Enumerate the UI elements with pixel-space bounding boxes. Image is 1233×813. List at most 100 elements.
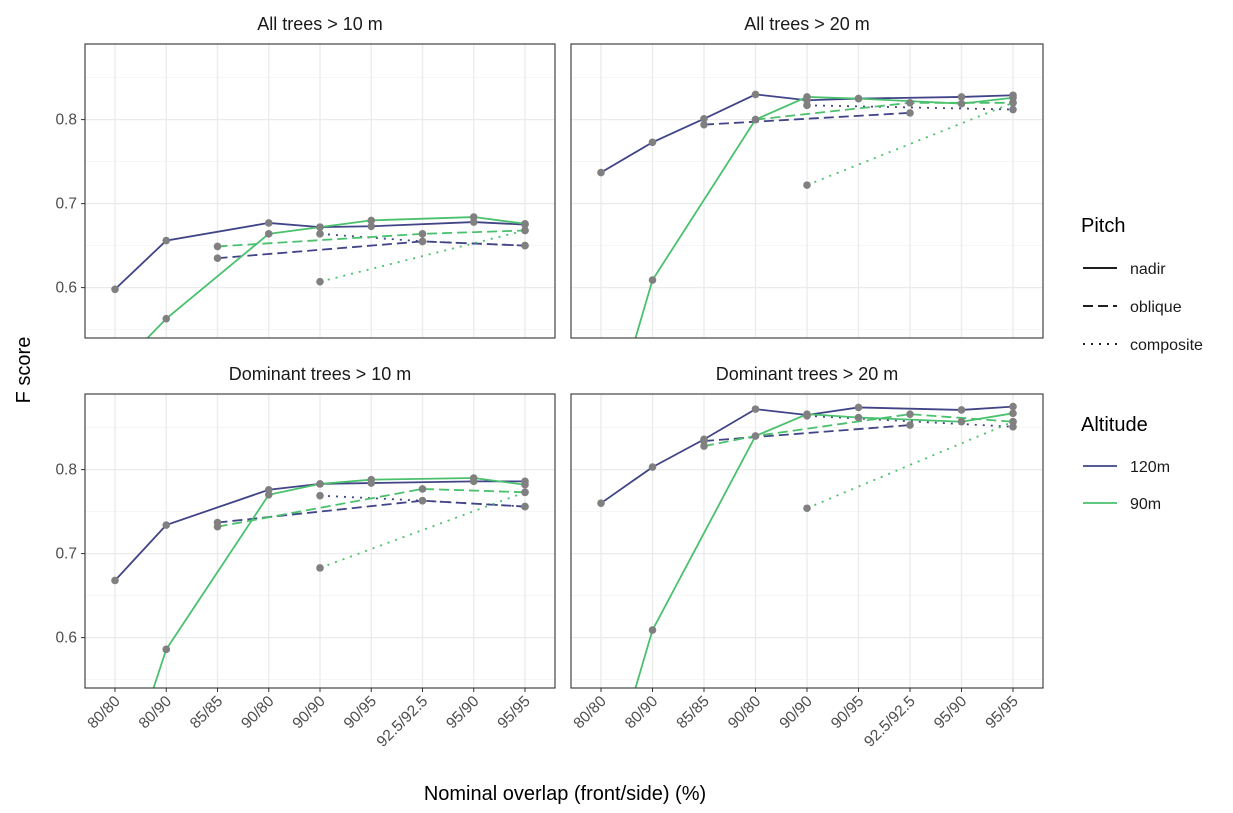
data-point-120m-nadir (700, 114, 708, 123)
data-point-90m-oblique (906, 410, 914, 418)
data-point-90m-oblique (700, 442, 708, 450)
data-point-90m-nadir (648, 626, 657, 634)
data-point-90m-nadir (521, 480, 529, 489)
data-point-90m-composite (521, 226, 529, 235)
data-point-90m-nadir (367, 475, 376, 484)
data-point-120m-composite (803, 101, 811, 110)
x-tick-label: 90/90 (289, 693, 329, 733)
data-point-90m-composite (521, 488, 529, 497)
facet-title: All trees > 20 m (744, 14, 870, 34)
data-point-90m-nadir (1009, 409, 1017, 418)
x-tick-label: 95/90 (931, 693, 971, 733)
facet-title: All trees > 10 m (257, 14, 383, 34)
data-point-90m-composite (316, 277, 324, 286)
data-point-120m-nadir (751, 90, 760, 99)
series-line-90m-composite (806, 101, 1014, 186)
data-point-90m-nadir (521, 219, 529, 228)
data-point-90m-composite (803, 504, 811, 513)
data-point-90m-oblique (906, 99, 914, 107)
x-tick-label: 90/80 (725, 693, 765, 733)
legend-label-nadir: nadir (1130, 261, 1166, 278)
data-point-90m-nadir (367, 216, 376, 225)
legend-title-altitude: Altitude (1081, 414, 1148, 436)
y-tick-label: 0.7 (55, 546, 77, 563)
data-point-120m-composite (418, 237, 427, 246)
data-point-120m-nadir (264, 219, 273, 227)
x-tick-label: 95/95 (494, 693, 533, 732)
data-point-120m-oblique (700, 120, 708, 129)
facet-panel-3: Dominant trees > 10 m (84, 364, 556, 689)
data-point-120m-nadir (957, 93, 966, 101)
data-point-90m-nadir (957, 417, 966, 426)
y-axes: 0.6 0.7 0.8 0.6 0.7 0.8 (55, 112, 85, 647)
x-tick-label: 95/95 (982, 693, 1021, 732)
data-point-90m-nadir (803, 93, 811, 101)
data-point-90m-nadir (264, 491, 273, 499)
x-tick-label: 80/80 (570, 693, 610, 733)
y-tick-label: 0.6 (55, 280, 77, 297)
y-tick-label: 0.8 (55, 112, 77, 129)
data-point-120m-nadir (162, 521, 171, 529)
data-point-90m-nadir (162, 645, 171, 654)
facet-title: Dominant trees > 10 m (229, 364, 412, 384)
series-group (111, 474, 529, 688)
x-axis-title: Nominal overlap (front/side) (%) (424, 783, 706, 805)
data-point-90m-nadir (316, 480, 324, 488)
data-point-120m-oblique (213, 254, 222, 262)
data-point-120m-composite (521, 241, 529, 250)
data-point-90m-oblique (213, 242, 222, 251)
series-line-90m-oblique (217, 488, 526, 528)
series-line-120m-nadir (600, 405, 1014, 504)
x-tick-label: 80/80 (84, 693, 124, 733)
data-point-90m-nadir (264, 230, 273, 238)
data-point-90m-nadir (648, 276, 657, 284)
x-tick-label: 95/90 (443, 693, 483, 733)
data-point-120m-nadir (751, 405, 760, 413)
series-line-120m-oblique (703, 111, 911, 126)
series-group (597, 402, 1017, 688)
legend-label-oblique: oblique (1130, 299, 1182, 316)
facet-panels: All trees > 10 m All trees > 20 m Dominant… (84, 14, 1044, 689)
data-point-90m-composite (316, 564, 324, 572)
data-point-90m-oblique (751, 432, 760, 440)
data-point-120m-oblique (906, 421, 914, 429)
data-point-120m-nadir (111, 576, 119, 585)
legend-label-90m: 90m (1130, 496, 1161, 513)
data-point-90m-nadir (854, 94, 863, 103)
data-point-120m-nadir (1009, 402, 1017, 411)
facet-panel-4: Dominant trees > 20 m (570, 364, 1044, 689)
legend: Pitch nadir oblique composite Altitude 120m 90… (1081, 215, 1203, 513)
series-line-90m-composite (319, 229, 526, 283)
series-line-120m-oblique (217, 499, 526, 524)
series-line-120m-oblique (217, 240, 526, 260)
x-tick-label: 80/90 (622, 693, 662, 733)
data-point-90m-composite (803, 181, 811, 189)
y-tick-label: 0.8 (55, 462, 77, 479)
data-point-120m-nadir (162, 236, 171, 245)
data-point-120m-nadir (597, 168, 605, 177)
x-tick-label: 85/85 (673, 693, 712, 732)
data-point-120m-composite (418, 496, 427, 505)
series-group (597, 90, 1017, 338)
data-point-90m-oblique (418, 485, 427, 493)
data-point-120m-composite (316, 491, 324, 500)
y-axis-title: F score (13, 337, 35, 404)
data-point-120m-nadir (597, 499, 605, 508)
data-point-120m-composite (521, 502, 529, 511)
x-tick-label: 90/80 (238, 693, 278, 733)
x-tick-label: 90/95 (828, 693, 867, 732)
y-tick-label: 0.6 (55, 630, 77, 647)
data-point-120m-nadir (648, 463, 657, 471)
series-line-120m-nadir (600, 93, 1014, 174)
data-point-120m-composite (316, 230, 324, 238)
data-point-90m-nadir (469, 213, 478, 221)
series-line-120m-oblique (703, 424, 911, 442)
data-point-90m-nadir (854, 413, 863, 422)
x-tick-label: 92.5/92.5 (374, 693, 432, 751)
x-tick-label: 90/90 (776, 693, 816, 733)
legend-title-pitch: Pitch (1081, 215, 1125, 237)
x-tick-label: 90/95 (341, 693, 380, 732)
